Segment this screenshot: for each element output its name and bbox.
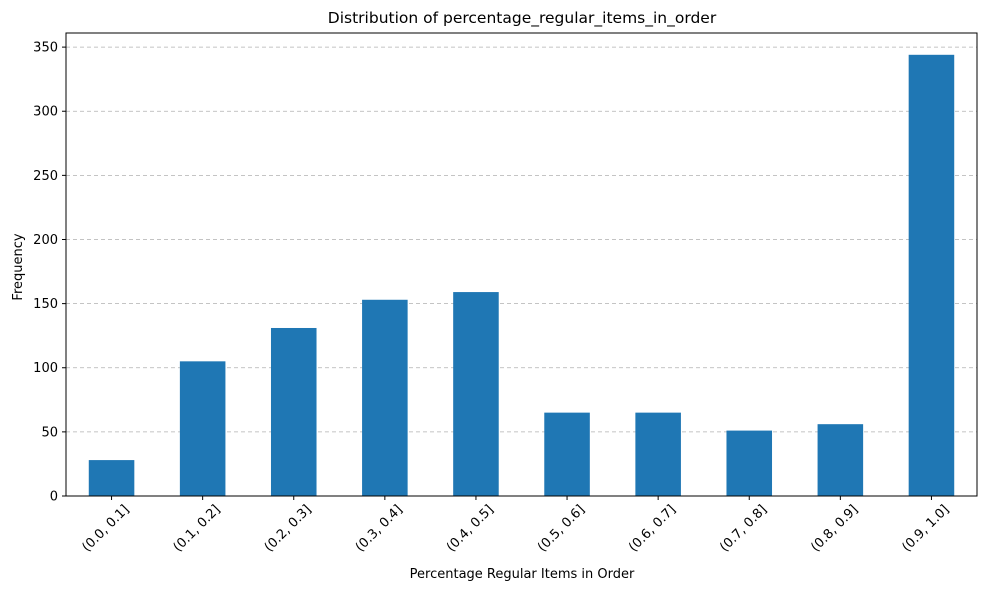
x-tick-label-2: (0.2, 0.3]: [262, 502, 315, 555]
y-tick-label-200: 200: [33, 233, 58, 248]
y-tick-label-350: 350: [33, 41, 58, 56]
x-tick-label-6: (0.6, 0.7]: [626, 502, 679, 555]
bar-7: [726, 430, 773, 496]
x-ticks: (0.0, 0.1] (0.1, 0.2] (0.2, 0.3] (0.3, 0.4]…: [80, 496, 952, 555]
bar-1: [179, 361, 226, 496]
y-tick-label-150: 150: [33, 297, 58, 312]
x-tick-label-4: (0.4, 0.5]: [444, 502, 497, 555]
x-tick-label-0: (0.0, 0.1]: [80, 502, 133, 555]
bar-5: [544, 412, 590, 496]
bar-6: [635, 412, 681, 496]
x-tick-label-8: (0.8, 0.9]: [808, 502, 861, 555]
x-tick-label-1: (0.1, 0.2]: [171, 502, 224, 555]
grid-lines: [66, 46, 977, 433]
plot-frame: [65, 32, 978, 497]
axes: [65, 32, 978, 497]
x-axis-label: Percentage Regular Items in Order: [410, 567, 635, 582]
y-tick-label-250: 250: [33, 169, 58, 184]
bar-0: [88, 460, 135, 496]
y-axis-label: Frequency: [11, 233, 26, 300]
bar-2: [270, 327, 317, 496]
y-ticks: 0 50 100 150 200 250 300 350: [33, 41, 66, 505]
x-tick-label-3: (0.3, 0.4]: [353, 502, 406, 555]
chart-title: Distribution of percentage_regular_items…: [328, 9, 717, 28]
y-tick-label-300: 300: [33, 105, 58, 120]
x-tick-label-7: (0.7, 0.8]: [717, 502, 770, 555]
bar-9: [908, 54, 955, 497]
bars: [88, 54, 955, 497]
bar-4: [453, 292, 499, 496]
y-tick-label-100: 100: [33, 361, 58, 376]
y-tick-label-50: 50: [41, 425, 58, 440]
x-tick-label-5: (0.5, 0.6]: [535, 502, 588, 555]
bar-8: [817, 424, 864, 496]
x-tick-label-9: (0.9, 1.0]: [899, 502, 952, 555]
y-tick-label-0: 0: [50, 490, 58, 505]
bar-3: [362, 299, 408, 496]
